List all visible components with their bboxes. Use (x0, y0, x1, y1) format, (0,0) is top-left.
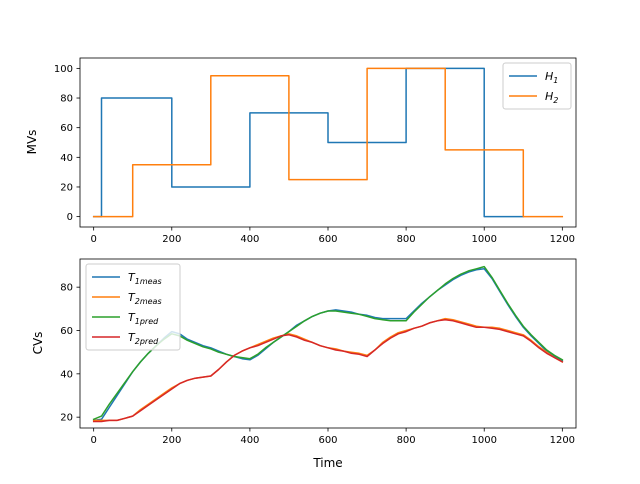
mv-x-tick-label: 1200 (550, 234, 575, 245)
cv-x-ticks: 0 200 400 600 800 1000 1200 (90, 428, 575, 446)
cv-x-tick-label: 800 (397, 435, 416, 446)
mv-x-ticks: 0 200 400 600 800 1000 1200 (90, 227, 575, 245)
cv-y-tick-label: 60 (60, 326, 73, 337)
mv-y-tick-label: 40 (60, 153, 73, 164)
cv-y-tick-label: 40 (60, 369, 73, 380)
mv-subplot: 0 200 400 600 800 1000 1200 0 20 40 60 80 100 MVs H… (25, 57, 577, 245)
mv-x-tick-label: 800 (397, 234, 416, 245)
cv-legend-box (85, 263, 181, 351)
mv-y-tick-label: 100 (54, 64, 73, 75)
cv-y-axis-label: CVs (31, 332, 45, 355)
cv-x-tick-label: 600 (318, 435, 337, 446)
cv-x-tick-label: 400 (240, 435, 259, 446)
cv-y-tick-label: 80 (60, 283, 73, 294)
mv-x-tick-label: 1000 (471, 234, 496, 245)
cv-y-ticks: 20 40 60 80 (60, 283, 80, 424)
cv-x-tick-label: 1000 (471, 435, 496, 446)
cv-y-tick-label: 20 (60, 413, 73, 424)
cv-series-line-4 (92, 318, 564, 423)
mv-series-line-2 (92, 67, 564, 218)
mv-y-ticks: 0 20 40 60 80 100 (54, 64, 80, 223)
mv-x-tick-label: 0 (90, 234, 96, 245)
mv-legend-box (502, 62, 572, 110)
mv-x-tick-label: 600 (318, 234, 337, 245)
mv-series-group (92, 67, 564, 218)
mv-x-tick-label: 400 (240, 234, 259, 245)
cv-x-tick-label: 200 (162, 435, 181, 446)
mv-y-axis-label: MVs (25, 130, 39, 155)
mv-y-tick-label: 20 (60, 182, 73, 193)
cv-x-tick-label: 1200 (550, 435, 575, 446)
cv-x-axis-label: Time (312, 456, 342, 470)
mv-y-tick-label: 0 (67, 212, 73, 223)
mv-x-tick-label: 200 (162, 234, 181, 245)
mv-y-tick-label: 60 (60, 123, 73, 134)
cv-x-tick-label: 0 (90, 435, 96, 446)
mv-y-tick-label: 80 (60, 94, 73, 105)
